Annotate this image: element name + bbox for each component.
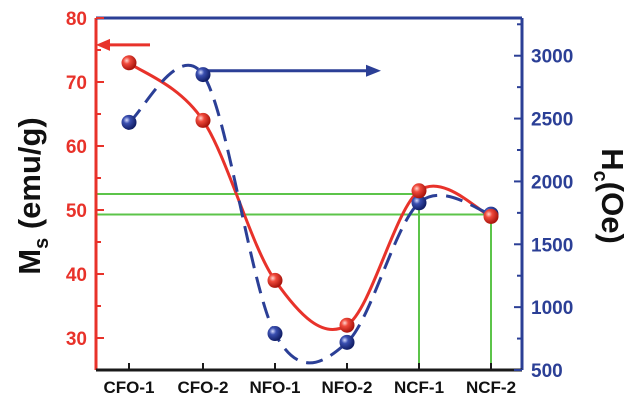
point-ms bbox=[267, 272, 283, 288]
right-axis-arrow-head bbox=[366, 64, 381, 77]
series-line-hc bbox=[128, 63, 492, 365]
left-tick-label: 70 bbox=[66, 73, 87, 94]
annotations bbox=[96, 38, 381, 77]
point-ms bbox=[121, 55, 137, 71]
tick-labels: 30 40 50 60 70 80 500 1000 1500 2000 2500 3000 CFO-1… bbox=[66, 9, 573, 397]
axes bbox=[94, 16, 524, 372]
right-tick-label: 3000 bbox=[531, 47, 573, 68]
x-tick-label: NCF-1 bbox=[394, 378, 444, 397]
plot-area bbox=[128, 61, 492, 365]
left-tick-label: 60 bbox=[66, 137, 87, 158]
data-markers bbox=[121, 55, 499, 350]
right-tick-label: 2000 bbox=[531, 172, 573, 193]
point-ms bbox=[411, 183, 427, 199]
left-axis-title: Ms (emu/g) bbox=[12, 117, 53, 275]
x-tick-label: CFO-1 bbox=[104, 378, 155, 397]
point-ms bbox=[339, 317, 355, 333]
right-axis-title-sub: c bbox=[589, 171, 611, 182]
x-tick-label: NFO-1 bbox=[250, 378, 301, 397]
left-axis-title-unit: (emu/g) bbox=[12, 117, 47, 238]
point-ms bbox=[195, 112, 211, 128]
right-axis-title-main: H bbox=[595, 148, 630, 170]
left-axis-title-main: M bbox=[12, 249, 47, 275]
point-hc bbox=[339, 334, 355, 350]
point-hc bbox=[121, 114, 137, 130]
point-hc bbox=[411, 195, 427, 211]
right-tick-label: 1000 bbox=[531, 298, 573, 319]
point-hc bbox=[267, 326, 283, 342]
left-tick-label: 30 bbox=[66, 329, 87, 350]
left-tick-label: 40 bbox=[66, 265, 87, 286]
reference-lines bbox=[96, 193, 493, 370]
right-tick-label: 500 bbox=[531, 361, 563, 382]
x-tick-label: CFO-2 bbox=[178, 378, 229, 397]
x-tick-label: NFO-2 bbox=[322, 378, 373, 397]
left-axis-arrow-head bbox=[96, 38, 110, 51]
right-tick-label: 1500 bbox=[531, 235, 573, 256]
left-tick-label: 50 bbox=[66, 201, 87, 222]
point-hc bbox=[195, 67, 211, 83]
left-axis-title-sub: s bbox=[31, 238, 53, 249]
right-axis-title-unit: (Oe) bbox=[595, 182, 630, 244]
point-ms bbox=[483, 208, 499, 224]
left-tick-label: 80 bbox=[66, 9, 87, 30]
right-axis-title: Hc(Oe) bbox=[589, 148, 630, 244]
x-tick-label: NCF-2 bbox=[466, 378, 516, 397]
right-tick-label: 2500 bbox=[531, 110, 573, 131]
